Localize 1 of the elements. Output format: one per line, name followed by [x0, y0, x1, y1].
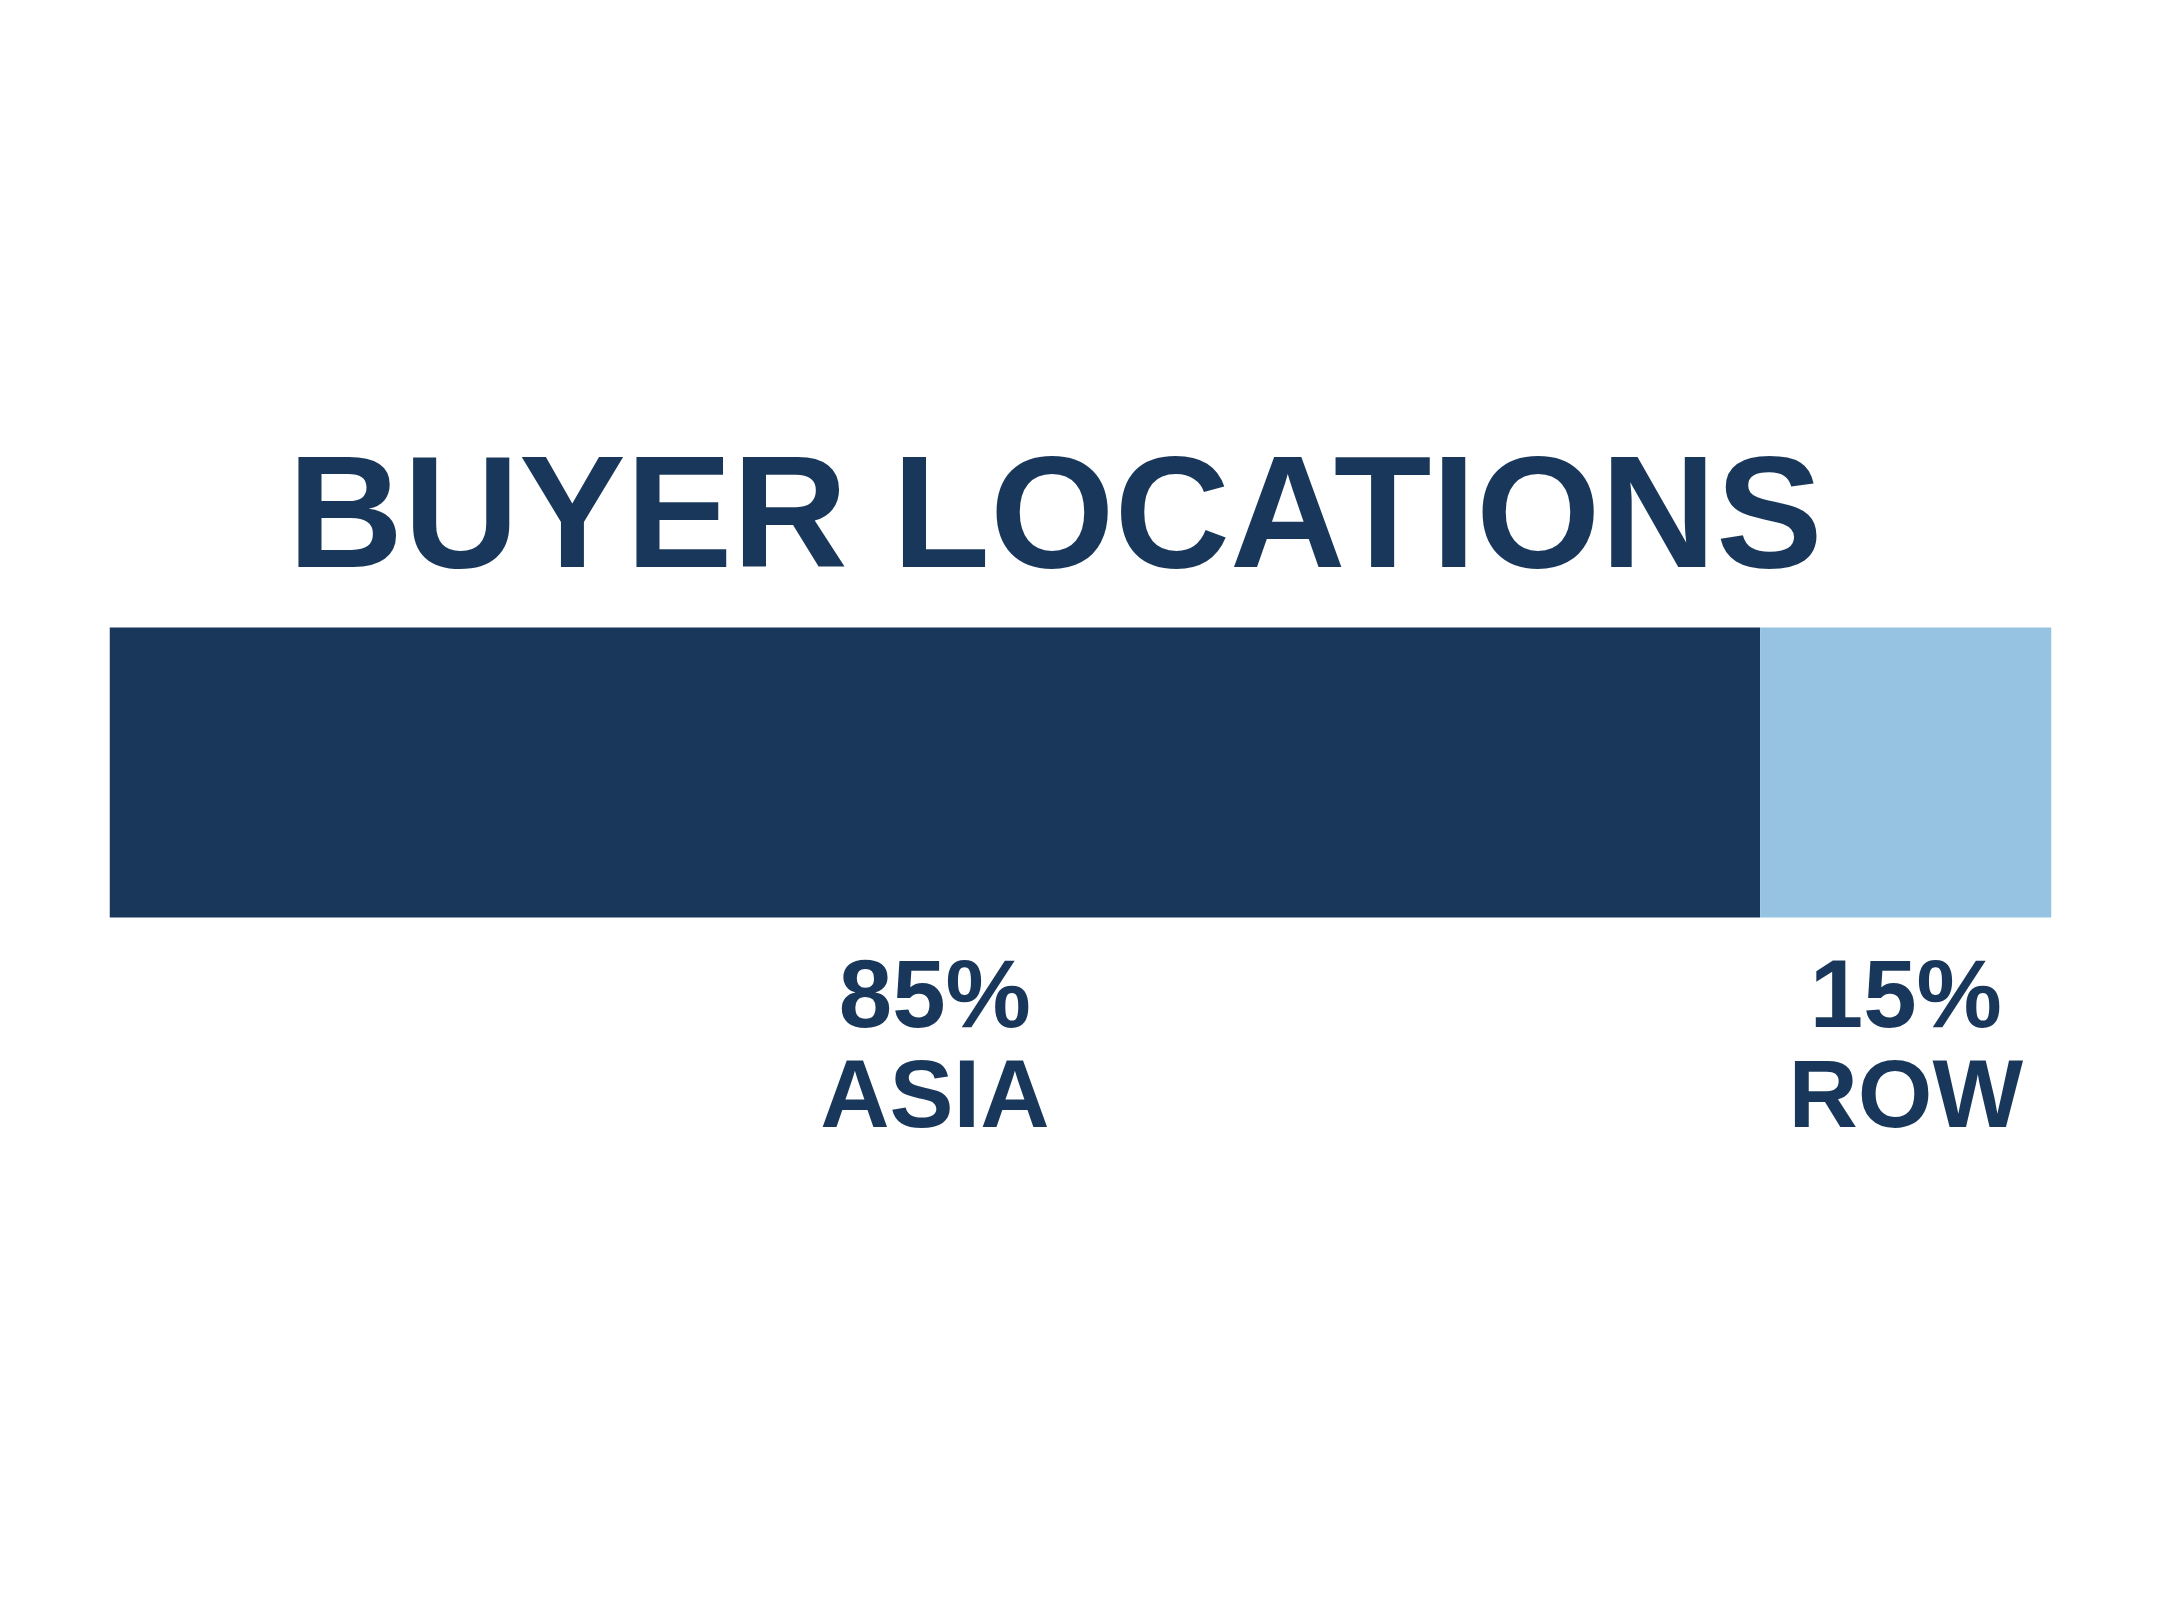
chart-title: BUYER LOCATIONS: [287, 422, 1823, 601]
